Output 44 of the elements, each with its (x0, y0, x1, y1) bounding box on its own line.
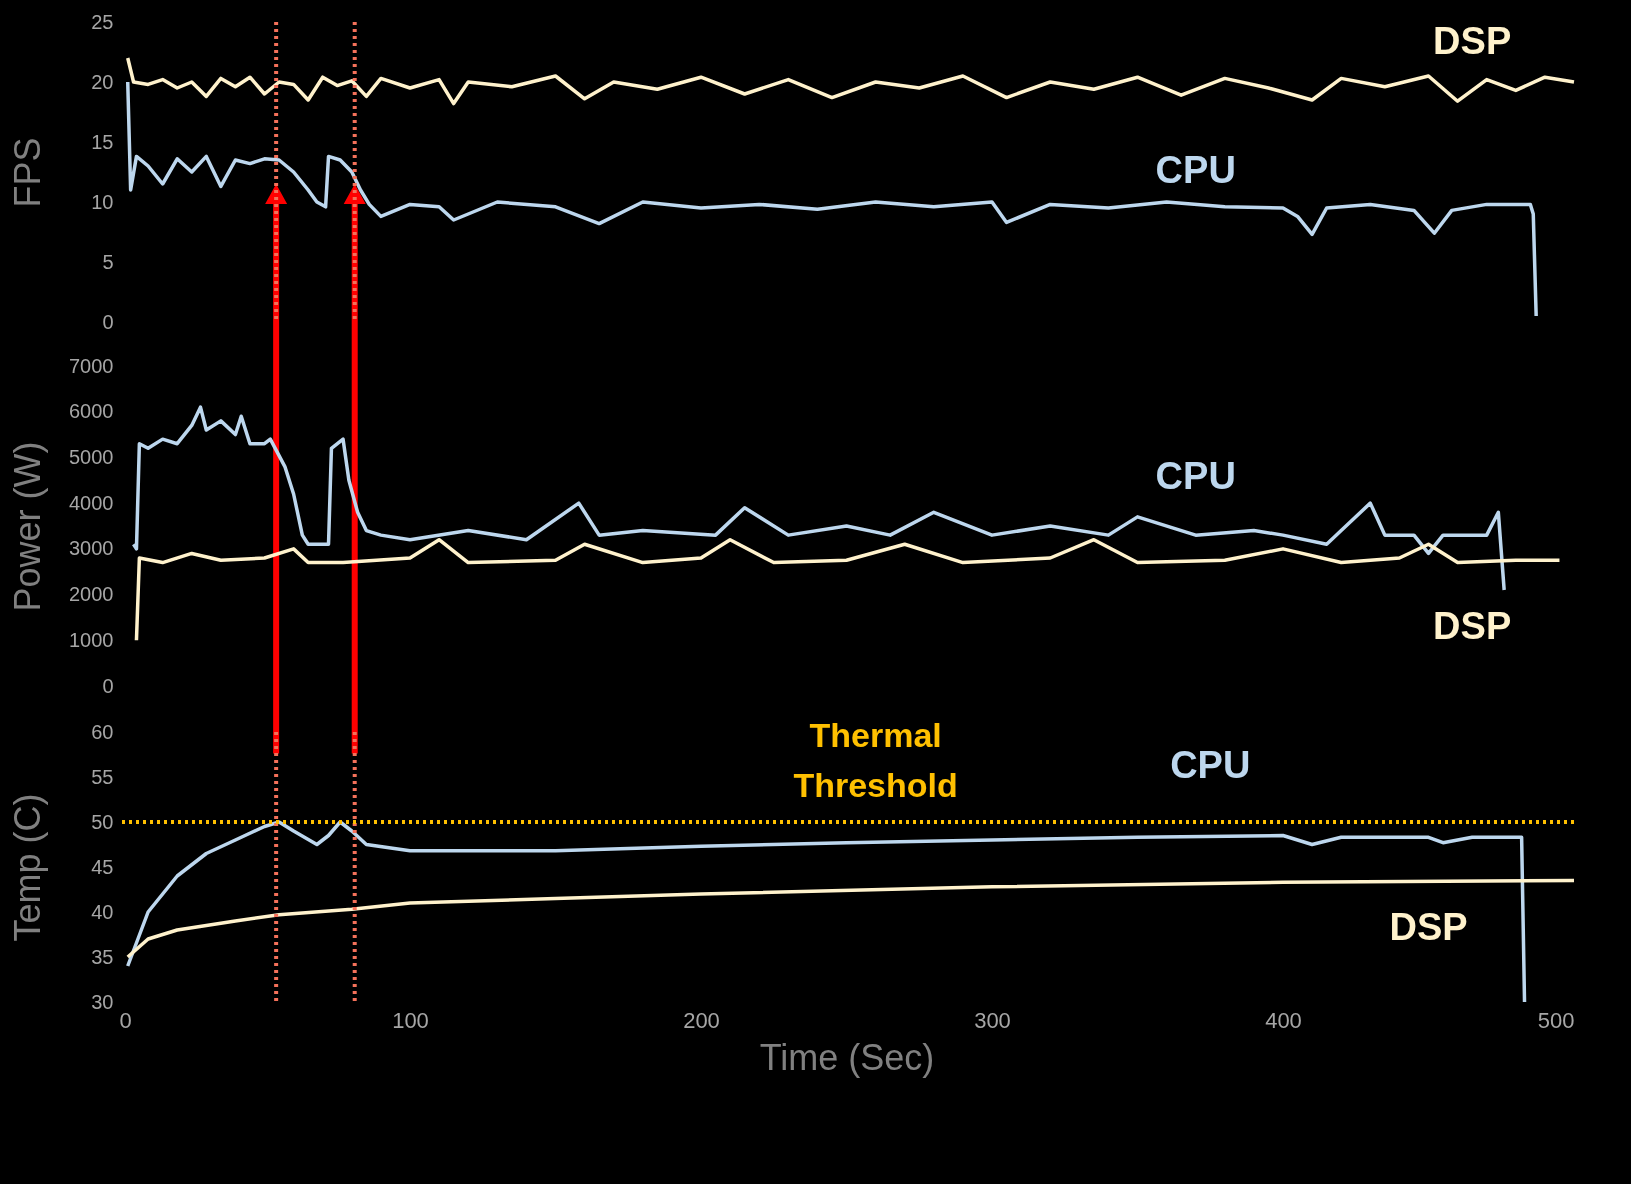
x-tick-label: 400 (1265, 1007, 1302, 1033)
series-label: CPU (1155, 455, 1236, 497)
y-tick-label: 15 (91, 130, 114, 153)
y-tick-label: 7000 (69, 354, 114, 377)
y-tick-label: 1000 (69, 628, 114, 651)
series-label: CPU (1170, 744, 1251, 787)
y-tick-label: 3000 (69, 537, 114, 560)
series-label: DSP (1433, 20, 1512, 62)
line-series (125, 878, 1576, 959)
x-tick-label: 300 (974, 1007, 1011, 1033)
y-tick-label: 6000 (69, 400, 114, 423)
y-tick-label: 35 (91, 945, 114, 968)
series-label: DSP (1433, 605, 1512, 648)
y-axis-title: Power (W) (6, 441, 48, 612)
y-tick-label: 55 (91, 765, 114, 788)
y-tick-label: 25 (91, 10, 114, 33)
y-tick-label: 10 (91, 190, 114, 213)
x-tick-label: 500 (1537, 1007, 1575, 1033)
y-tick-label: 20 (91, 70, 114, 93)
y-tick-label: 5000 (69, 445, 114, 468)
x-tick-label: 0 (119, 1007, 132, 1033)
line-series (131, 405, 1506, 592)
x-tick-label: 200 (683, 1007, 720, 1033)
line-series (125, 56, 1576, 106)
y-axis-title: FPS (6, 137, 48, 208)
series-label: DSP (1389, 906, 1468, 949)
series-label: CPU (1155, 149, 1236, 191)
y-tick-label: 60 (91, 720, 114, 743)
y-tick-label: 40 (91, 900, 114, 923)
y-tick-label: 2000 (69, 583, 114, 606)
y-tick-label: 0 (102, 310, 114, 333)
y-tick-label: 30 (91, 990, 114, 1013)
ref-line-label: Thermal Threshold (793, 716, 958, 804)
line-series (125, 820, 1527, 1004)
y-axis-title: Temp (C) (6, 793, 48, 942)
y-tick-label: 0 (102, 674, 114, 697)
x-axis-title: Time (Sec) (759, 1036, 935, 1078)
y-tick-label: 4000 (69, 491, 114, 514)
line-series (134, 537, 1562, 643)
y-tick-label: 5 (102, 250, 114, 273)
y-tick-label: 50 (91, 810, 114, 833)
line-series (125, 80, 1538, 318)
y-tick-label: 45 (91, 855, 114, 878)
x-tick-label: 100 (392, 1007, 429, 1033)
